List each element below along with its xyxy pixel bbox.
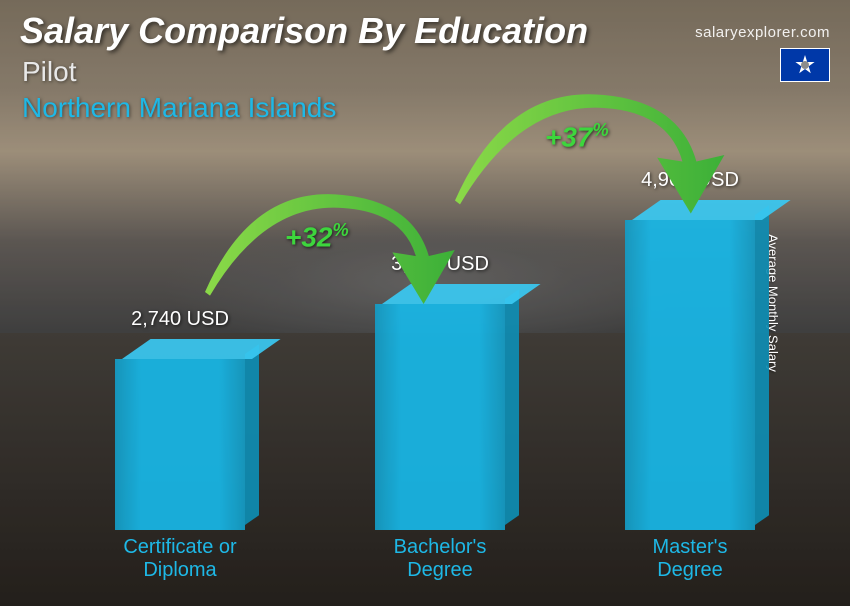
arrow-path	[455, 94, 724, 213]
bar-category-label: Master's Degree	[580, 536, 800, 582]
watermark-text: salaryexplorer.com	[695, 24, 830, 41]
chart-location: Northern Mariana Islands	[22, 92, 336, 124]
bar-side-face	[245, 344, 259, 525]
increase-arrow	[200, 190, 460, 310]
arrow-arc-icon	[450, 90, 730, 260]
flag-star-icon	[795, 55, 815, 75]
arrow-arc-icon	[200, 190, 460, 350]
content-container: Salary Comparison By Education Pilot Nor…	[0, 0, 850, 606]
bar-category-label: Bachelor's Degree	[330, 536, 550, 582]
bar-side-face	[755, 205, 769, 525]
increase-arrow	[450, 90, 730, 220]
bar-side-face	[505, 289, 519, 525]
arrow-path	[205, 194, 455, 304]
bar	[115, 359, 245, 530]
bar-chart: 2,740 USDCertificate or Diploma3,620 USD…	[40, 130, 790, 586]
chart-subtitle: Pilot	[22, 56, 76, 88]
chart-title: Salary Comparison By Education	[20, 10, 588, 52]
bar-front-face	[115, 359, 245, 530]
bar	[625, 220, 755, 530]
flag-icon	[780, 48, 830, 82]
bar-front-face	[625, 220, 755, 530]
bar-category-label: Certificate or Diploma	[70, 536, 290, 582]
